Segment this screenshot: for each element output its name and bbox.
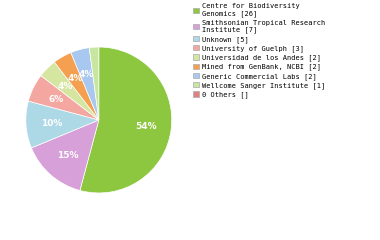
Text: 10%: 10%	[41, 119, 62, 128]
Wedge shape	[28, 76, 99, 120]
Wedge shape	[80, 47, 172, 193]
Wedge shape	[26, 101, 99, 148]
Wedge shape	[89, 47, 99, 120]
Wedge shape	[71, 48, 99, 120]
Text: 4%: 4%	[67, 74, 83, 84]
Text: 4%: 4%	[79, 70, 94, 79]
Wedge shape	[32, 120, 99, 191]
Text: 6%: 6%	[49, 95, 64, 103]
Text: 15%: 15%	[57, 151, 78, 160]
Wedge shape	[41, 62, 99, 120]
Wedge shape	[54, 53, 99, 120]
Text: 4%: 4%	[58, 82, 73, 91]
Legend: Centre for Biodiversity
Genomics [26], Smithsonian Tropical Research
Institute [: Centre for Biodiversity Genomics [26], S…	[193, 3, 325, 98]
Text: 54%: 54%	[135, 122, 157, 131]
